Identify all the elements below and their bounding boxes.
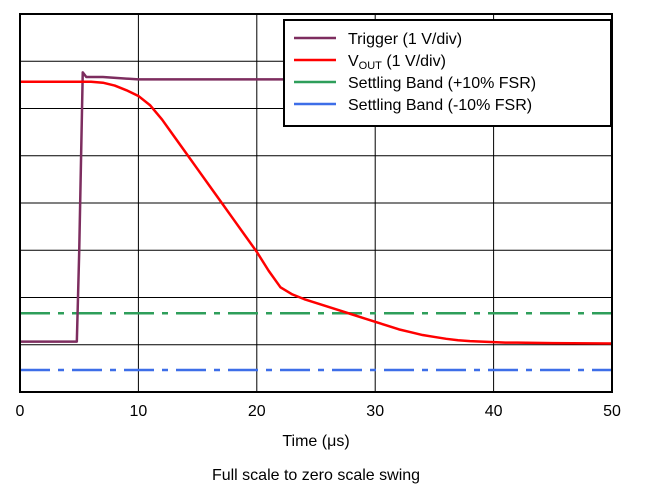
- x-axis-label-prefix: Time (: [282, 433, 327, 450]
- legend-label-band-plus: Settling Band (+10% FSR): [348, 75, 536, 92]
- series-vout-line: [20, 80, 613, 345]
- x-tick-label: 10: [130, 403, 148, 420]
- x-tick-label: 50: [603, 403, 621, 420]
- legend-label-vout: VOUT (1 V/div): [348, 53, 446, 72]
- chart-caption: Full scale to zero scale swing: [212, 467, 420, 484]
- x-tick-label: 0: [16, 403, 25, 420]
- legend-label-vout-suffix: (1 V/div): [382, 53, 446, 70]
- legend-box: [283, 19, 612, 127]
- x-tick-labels: 0 10 20 30 40 50: [16, 403, 621, 420]
- x-tick-label: 40: [485, 403, 503, 420]
- legend: Trigger (1 V/div) VOUT (1 V/div) Settlin…: [283, 19, 612, 127]
- legend-label-vout-prefix: V: [348, 53, 359, 70]
- legend-label-trigger: Trigger (1 V/div): [348, 31, 462, 48]
- x-axis-label-suffix: ): [344, 433, 349, 450]
- legend-label-vout-sub: OUT: [359, 60, 383, 72]
- series-trigger-line: [20, 71, 612, 343]
- plot-border: [19, 13, 613, 393]
- x-axis-label-unit: μs: [327, 433, 344, 450]
- x-axis-label: Time (μs): [282, 433, 349, 450]
- x-tick-label: 30: [366, 403, 384, 420]
- series-layer: [20, 71, 613, 372]
- legend-label-band-minus: Settling Band (-10% FSR): [348, 97, 532, 114]
- x-tick-label: 20: [248, 403, 266, 420]
